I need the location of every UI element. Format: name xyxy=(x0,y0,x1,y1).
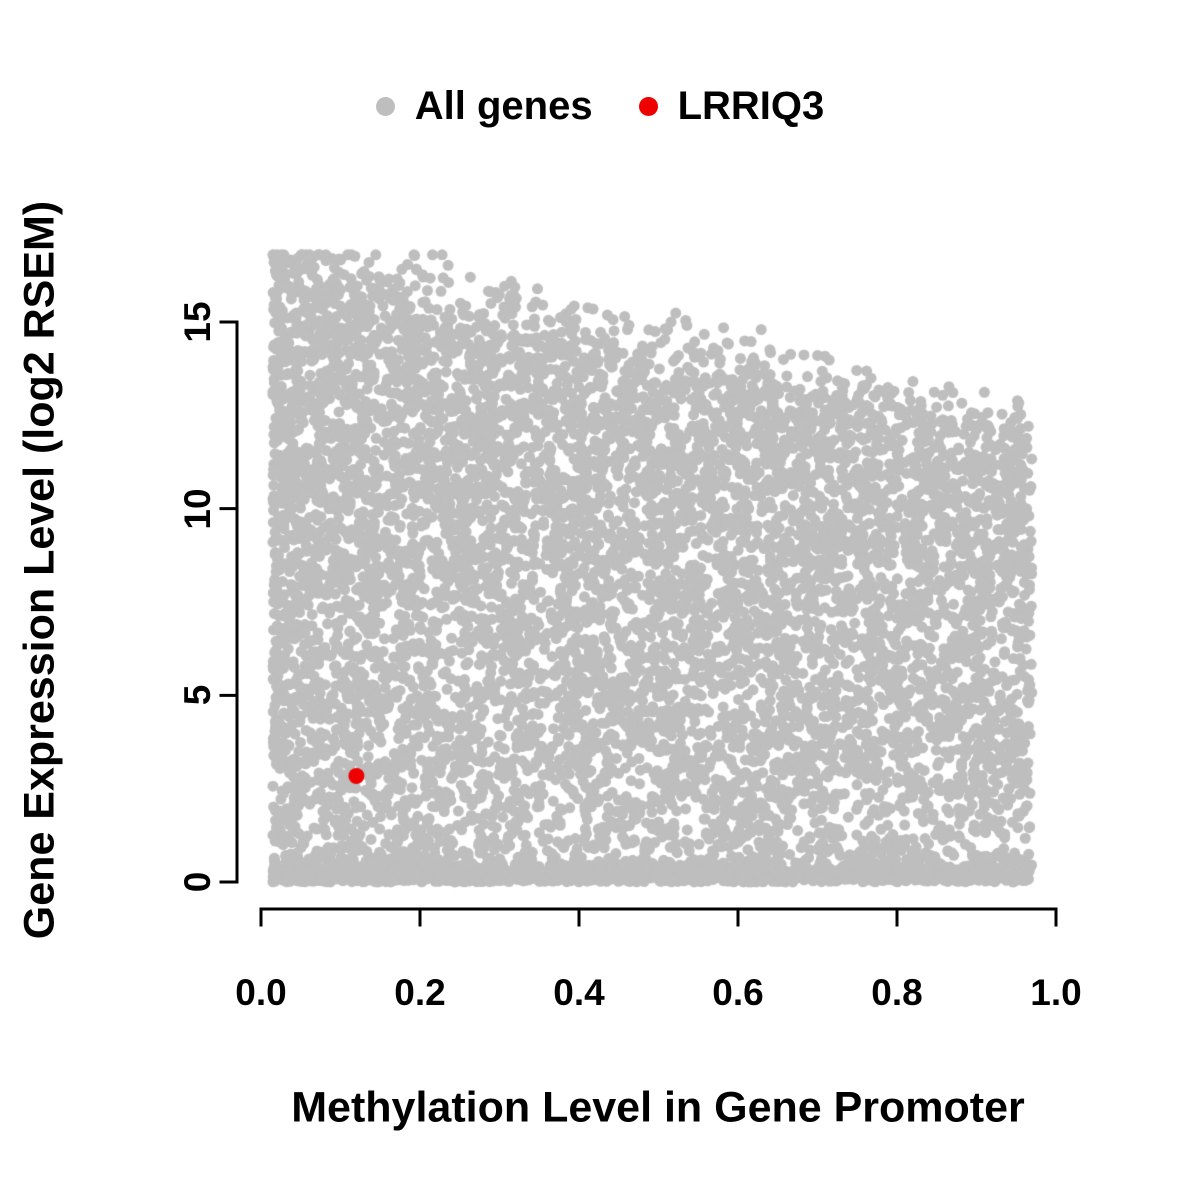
legend-label-all-genes: All genes xyxy=(414,84,593,128)
legend-label-lrriq3: LRRIQ3 xyxy=(677,84,825,128)
legend-item-lrriq3: LRRIQ3 xyxy=(638,84,825,129)
y-tick-label: 5 xyxy=(177,685,218,706)
x-axis-title: Methylation Level in Gene Promoter xyxy=(291,1083,1025,1132)
x-tick-label: 0.8 xyxy=(871,972,923,1013)
y-tick-label: 15 xyxy=(177,301,218,343)
y-tick-label: 0 xyxy=(177,871,218,893)
y-tick-label: 10 xyxy=(177,488,218,530)
x-tick-label: 0.2 xyxy=(394,972,446,1013)
x-tick-label: 0.6 xyxy=(712,972,764,1013)
y-axis-title: Gene Expression Level (log2 RSEM) xyxy=(15,200,64,940)
x-tick-label: 0.4 xyxy=(553,972,605,1013)
legend: All genes LRRIQ3 xyxy=(0,84,1200,129)
x-tick-label: 1.0 xyxy=(1030,972,1082,1013)
x-tick-label: 0.0 xyxy=(235,972,287,1013)
legend-item-all-genes: All genes xyxy=(375,84,593,129)
lrriq3-marker-icon xyxy=(638,97,658,116)
all-genes-marker-icon xyxy=(375,97,395,116)
